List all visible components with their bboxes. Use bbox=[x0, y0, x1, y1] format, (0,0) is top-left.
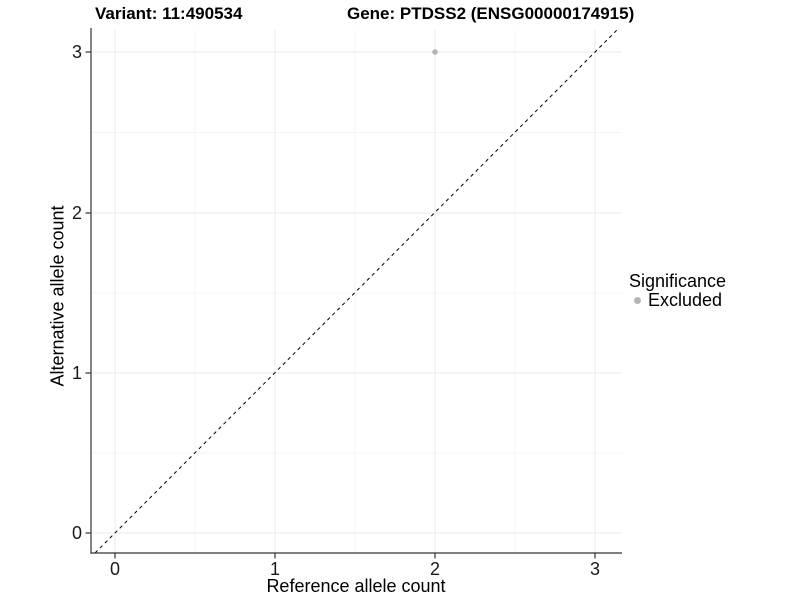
x-axis-title: Reference allele count bbox=[266, 576, 446, 596]
y-tick-label-0: 0 bbox=[71, 523, 82, 543]
y-tick-label-1: 1 bbox=[71, 363, 82, 383]
legend-label-excluded: Excluded bbox=[648, 290, 723, 310]
plot-title-gene: Gene: PTDSS2 (ENSG00000174915) bbox=[347, 4, 635, 23]
y-axis-title: Alternative allele count bbox=[47, 205, 68, 387]
axis-lines bbox=[90, 28, 622, 554]
grid-major bbox=[91, 30, 622, 553]
y-tick-label-3: 3 bbox=[71, 42, 82, 62]
data-point bbox=[432, 49, 438, 55]
legend-title: Significance bbox=[629, 271, 727, 291]
plot-title-variant: Variant: 11:490534 bbox=[95, 4, 243, 23]
identity-reference-line bbox=[94, 29, 618, 554]
legend-marker-excluded-icon bbox=[634, 297, 641, 304]
tick-marks bbox=[85, 51, 596, 559]
y-tick-label-2: 2 bbox=[71, 203, 82, 223]
grid-minor bbox=[91, 30, 622, 553]
x-tick-label-2: 2 bbox=[429, 559, 440, 579]
x-tick-label-1: 1 bbox=[269, 559, 280, 579]
x-tick-label-3: 3 bbox=[589, 559, 600, 579]
points-layer bbox=[432, 49, 438, 55]
x-tick-label-0: 0 bbox=[109, 559, 120, 579]
